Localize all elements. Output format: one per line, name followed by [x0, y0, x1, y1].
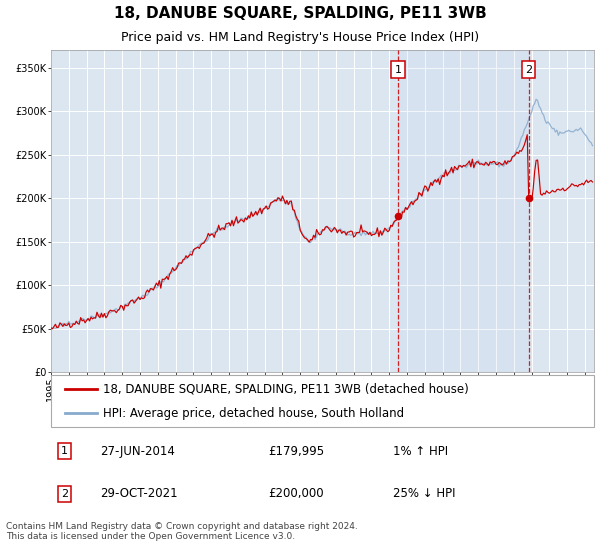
Point — [94, 386, 101, 393]
Text: 18, DANUBE SQUARE, SPALDING, PE11 3WB (detached house): 18, DANUBE SQUARE, SPALDING, PE11 3WB (d… — [103, 383, 469, 396]
Text: 25% ↓ HPI: 25% ↓ HPI — [393, 487, 455, 500]
Text: Price paid vs. HM Land Registry's House Price Index (HPI): Price paid vs. HM Land Registry's House … — [121, 31, 479, 44]
Point — [61, 410, 68, 417]
Text: 2: 2 — [525, 64, 532, 74]
Text: 18, DANUBE SQUARE, SPALDING, PE11 3WB: 18, DANUBE SQUARE, SPALDING, PE11 3WB — [113, 6, 487, 21]
Text: £179,995: £179,995 — [268, 445, 325, 458]
Bar — [398, 50, 529, 372]
Text: 2: 2 — [61, 489, 68, 499]
Text: 29-OCT-2021: 29-OCT-2021 — [100, 487, 178, 500]
Text: 1: 1 — [394, 64, 401, 74]
FancyBboxPatch shape — [51, 375, 594, 427]
Text: 27-JUN-2014: 27-JUN-2014 — [100, 445, 175, 458]
Point — [61, 386, 68, 393]
Point — [94, 410, 101, 417]
Text: 1% ↑ HPI: 1% ↑ HPI — [393, 445, 448, 458]
Text: Contains HM Land Registry data © Crown copyright and database right 2024.
This d: Contains HM Land Registry data © Crown c… — [6, 522, 358, 541]
Text: HPI: Average price, detached house, South Holland: HPI: Average price, detached house, Sout… — [103, 407, 404, 419]
Text: £200,000: £200,000 — [268, 487, 324, 500]
Text: 1: 1 — [61, 446, 68, 456]
